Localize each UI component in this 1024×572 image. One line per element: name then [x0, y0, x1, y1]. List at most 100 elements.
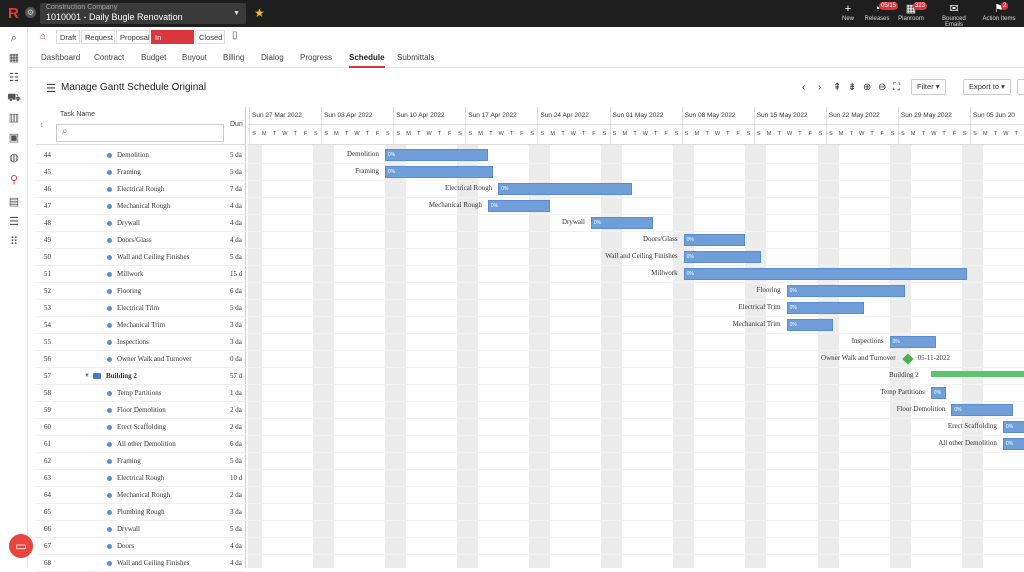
- zoom-in-icon[interactable]: ⊕: [863, 82, 871, 93]
- task-bar[interactable]: 0%: [498, 183, 632, 195]
- collapse-up-icon[interactable]: ⇞: [833, 82, 841, 93]
- task-bar[interactable]: 0%: [684, 234, 746, 246]
- truck-icon[interactable]: ⛟: [7, 91, 21, 105]
- tab-progress[interactable]: Progress: [300, 53, 332, 62]
- task-bar[interactable]: 0%: [1003, 438, 1024, 450]
- status-in-progress[interactable]: In Progress: [151, 30, 194, 44]
- settings-icon[interactable]: ⚙: [25, 7, 36, 18]
- task-duration: 4 da: [230, 538, 242, 555]
- task-bar[interactable]: 0%: [787, 302, 864, 314]
- task-search-input[interactable]: ⌕: [56, 124, 224, 142]
- apps-icon[interactable]: ⠿: [7, 235, 21, 249]
- status-request[interactable]: Request: [81, 30, 115, 44]
- chevron-right-icon[interactable]: ›: [818, 82, 821, 93]
- group-summary-bar[interactable]: [931, 371, 1024, 377]
- building-icon[interactable]: ▥: [7, 111, 21, 125]
- dashboard-icon[interactable]: ▦: [7, 51, 21, 65]
- tab-billing[interactable]: Billing: [223, 53, 244, 62]
- status-draft[interactable]: Draft: [56, 30, 80, 44]
- home-icon[interactable]: ⌂: [40, 31, 46, 42]
- task-bar[interactable]: 0%: [890, 336, 936, 348]
- search-icon[interactable]: ⌕: [7, 31, 21, 45]
- star-icon[interactable]: ★: [254, 6, 265, 20]
- document-icon[interactable]: ▯: [232, 30, 238, 41]
- task-name: Floor Demolition: [117, 402, 166, 419]
- task-bar[interactable]: 0%: [787, 285, 905, 297]
- fullscreen-icon[interactable]: ⛶: [893, 82, 900, 93]
- calendar-icon[interactable]: ▤: [7, 195, 21, 209]
- expand-down-icon[interactable]: ⇟: [848, 82, 856, 93]
- task-duration: 5 da: [230, 521, 242, 538]
- task-bar[interactable]: 0%: [1003, 421, 1024, 433]
- row-gridline: [248, 282, 1024, 283]
- task-bar[interactable]: 0%: [787, 319, 833, 331]
- duration-header[interactable]: Duri: [230, 121, 243, 128]
- sort-icon[interactable]: ↕: [40, 122, 44, 129]
- task-bar[interactable]: 0%: [684, 268, 967, 280]
- chat-icon[interactable]: ▭: [9, 534, 33, 558]
- more-button[interactable]: [1017, 79, 1024, 95]
- task-bar[interactable]: 0%: [385, 149, 488, 161]
- topbar-bounced-emails-button[interactable]: ✉Bounced Emails: [934, 3, 974, 28]
- chevron-left-icon[interactable]: ‹: [802, 82, 805, 93]
- task-bar[interactable]: 0%: [385, 166, 493, 178]
- expand-caret-icon[interactable]: ▼: [84, 368, 90, 385]
- menu-icon[interactable]: ☰: [46, 82, 56, 95]
- tab-budget[interactable]: Budget: [141, 53, 166, 62]
- tab-schedule[interactable]: Schedule: [349, 53, 385, 62]
- status-closed[interactable]: Closed: [195, 30, 225, 44]
- filter-button[interactable]: Filter ▾: [911, 79, 946, 95]
- task-bar[interactable]: 0%: [951, 404, 1013, 416]
- box-icon[interactable]: ▣: [7, 131, 21, 145]
- task-dot-icon: [107, 272, 112, 277]
- schedule-icon[interactable]: ⚲: [7, 173, 21, 187]
- project-selector[interactable]: Construction Company 1010001 - Daily Bug…: [40, 3, 246, 24]
- status-proposal[interactable]: Proposal: [116, 30, 150, 44]
- export-button[interactable]: Export to ▾: [963, 79, 1011, 95]
- globe-icon[interactable]: ◍: [7, 151, 21, 165]
- task-bar[interactable]: 0%: [931, 387, 946, 399]
- task-name-header[interactable]: Task Name: [60, 111, 95, 118]
- app-logo[interactable]: R: [8, 5, 22, 21]
- tab-buyout[interactable]: Buyout: [182, 53, 207, 62]
- tab-contract[interactable]: Contract: [94, 53, 124, 62]
- tab-submittals[interactable]: Submittals: [397, 53, 434, 62]
- row-gridline: [248, 367, 1024, 368]
- sliders-icon[interactable]: ☰: [7, 215, 21, 229]
- task-bar[interactable]: 0%: [488, 200, 550, 212]
- zoom-out-icon[interactable]: ⊖: [878, 82, 886, 93]
- task-bar[interactable]: 0%: [684, 251, 761, 263]
- task-bar[interactable]: 0%: [591, 217, 653, 229]
- users-icon[interactable]: ☷: [7, 71, 21, 85]
- tab-dialog[interactable]: Dialog: [261, 53, 284, 62]
- tab-dashboard[interactable]: Dashboard: [41, 53, 80, 62]
